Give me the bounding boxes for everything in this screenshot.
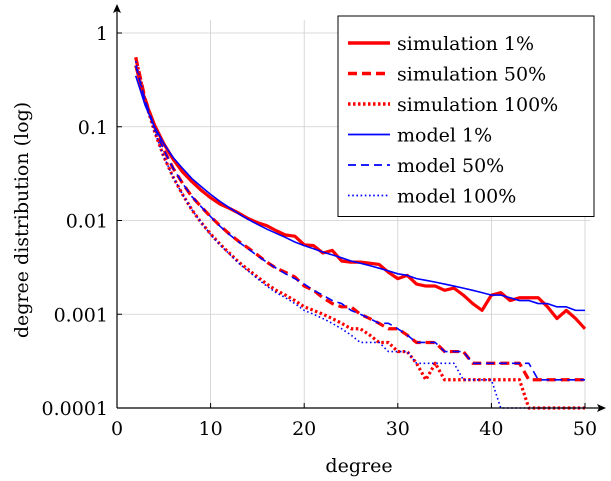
legend-label: simulation 100%	[397, 94, 558, 116]
x-tick-label: 40	[479, 418, 503, 440]
y-tick-label: 0.01	[66, 211, 108, 233]
tick-labels: 0 10 20 30 40 50 1 0.1 0.01 0.001 0.0001	[42, 23, 598, 440]
y-tick-label: 0.0001	[42, 398, 108, 420]
legend-box	[337, 15, 595, 217]
legend-label: model 100%	[397, 186, 516, 208]
legend-label: model 50%	[397, 155, 504, 177]
x-axis-arrow	[597, 404, 606, 412]
x-tick-label: 20	[292, 418, 316, 440]
legend-label: model 1%	[397, 125, 492, 147]
x-tick-label: 30	[386, 418, 410, 440]
series-layer	[134, 56, 587, 410]
y-axis-label: degree distribution (log)	[11, 102, 33, 338]
series-line-model-50	[134, 65, 585, 381]
legend: simulation 1% simulation 50% simulation 10…	[337, 15, 595, 217]
y-tick-label: 0.001	[54, 304, 108, 326]
x-axis-label: degree	[325, 455, 392, 477]
x-tick-label: 10	[199, 418, 223, 440]
y-axis-arrow	[113, 4, 121, 13]
series-line-model-1	[134, 75, 585, 312]
y-tick-label: 1	[96, 23, 108, 45]
series-line-simulation-100	[134, 57, 585, 410]
y-tick-label: 0.1	[78, 117, 108, 139]
x-tick-label: 50	[573, 418, 597, 440]
axes	[113, 4, 606, 412]
legend-label: simulation 50%	[397, 64, 546, 86]
series-line-simulation-1	[134, 65, 587, 330]
legend-label: simulation 1%	[397, 33, 534, 55]
x-tick-label: 0	[111, 418, 123, 440]
